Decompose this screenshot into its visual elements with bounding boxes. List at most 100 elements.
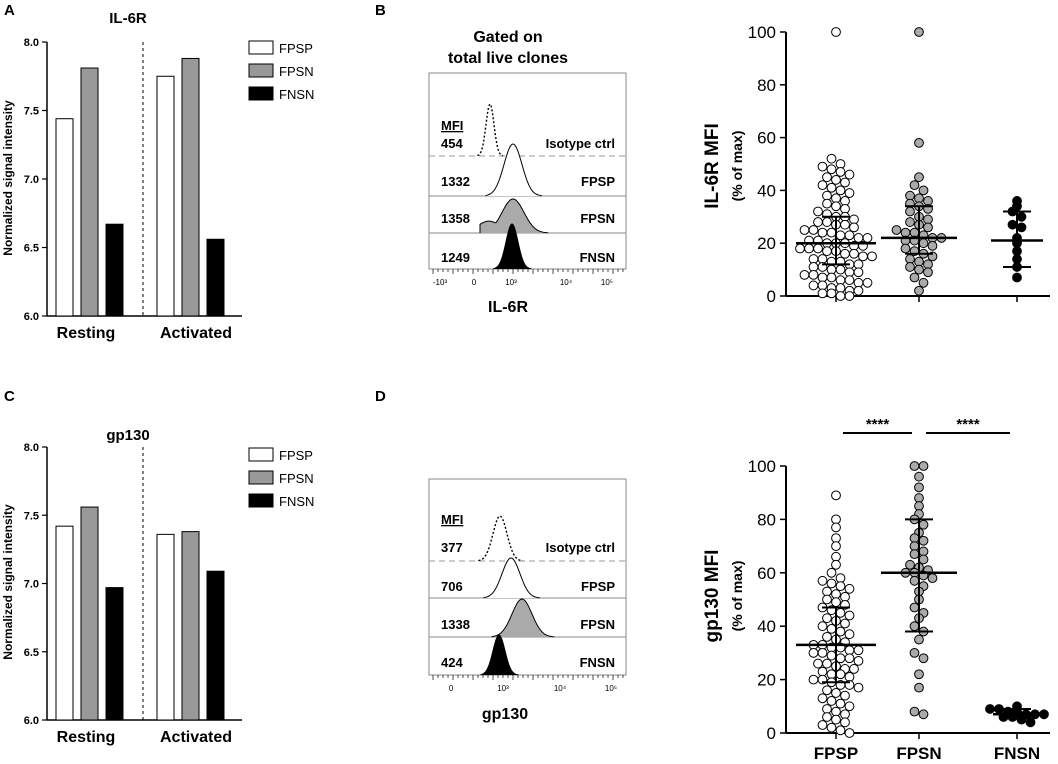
data-point-fpsp: [844, 645, 855, 656]
data-point-fpsp: [858, 251, 868, 262]
data-point-fpsp: [862, 233, 873, 243]
data-point-fpsn: [909, 533, 920, 543]
data-point-fpsp: [795, 243, 805, 254]
legend-swatch-fnsn: [248, 493, 274, 508]
legend-swatch-fpsp: [248, 447, 274, 462]
data-point-fpsp: [840, 248, 850, 259]
x-tick-label: 10³: [505, 278, 517, 287]
data-point-fpsp: [853, 682, 864, 693]
data-point-fpsp: [817, 693, 828, 704]
data-point-fnsn: [994, 704, 1004, 714]
data-point-fpsn: [918, 653, 929, 664]
x-category-label: Activated: [160, 729, 232, 746]
y-tick-label: 0: [767, 287, 776, 306]
histogram-curve-fnsn: [493, 223, 532, 270]
data-point-fpsp: [799, 269, 810, 280]
x-category-label: Activated: [160, 325, 232, 342]
data-point-fpsp: [831, 27, 841, 37]
data-point-fpsp: [826, 669, 837, 680]
mfi-value: 424: [441, 655, 463, 670]
data-point-fpsp: [835, 573, 846, 584]
bar-fnsn: [206, 570, 225, 721]
data-point-fpsn: [914, 501, 924, 511]
data-point-fpsn: [918, 277, 929, 288]
data-point-fpsn: [909, 461, 920, 471]
panel-b-histogram: B Gated on total live clones MFI IL-6R 4…: [375, 2, 627, 316]
histogram-curve-fpsp: [485, 143, 543, 197]
mfi-value: 1338: [441, 617, 470, 632]
data-point-fpsp: [817, 648, 828, 658]
y-tick-label: 80: [757, 76, 776, 95]
legend-label: FPSN: [279, 471, 314, 486]
data-point-fpsp: [813, 658, 823, 669]
data-point-fpsp: [826, 153, 837, 164]
data-point-fpsn: [909, 180, 920, 191]
data-point-fpsn: [918, 709, 929, 720]
data-point-fpsp: [826, 272, 837, 283]
data-point-fpsp: [835, 167, 846, 177]
bar-fpsn: [80, 506, 99, 721]
row-label: FNSN: [580, 655, 615, 670]
data-point-fpsn: [918, 461, 929, 471]
data-point-fpsp: [840, 618, 850, 629]
data-point-fpsn: [905, 206, 915, 217]
data-point-fpsp: [813, 206, 823, 217]
data-point-fpsn: [905, 559, 915, 570]
data-point-fpsp: [844, 188, 855, 198]
y-axis-label-c: Normalized signal intensity: [1, 504, 15, 660]
bar-fpsn: [80, 67, 99, 317]
data-point-fpsp: [831, 559, 841, 570]
histogram-curve-isotype: [477, 102, 504, 157]
data-point-fpsp: [826, 567, 837, 578]
y-tick-label: 40: [757, 181, 776, 200]
data-point-fpsn: [914, 482, 924, 493]
data-point-fpsp: [826, 227, 837, 238]
data-point-fpsp: [840, 717, 850, 728]
legend-label: FNSN: [279, 494, 314, 509]
histogram-frame-b: [428, 72, 627, 270]
x-category-label: FPSN: [896, 744, 941, 763]
legend-swatch-fnsn: [248, 86, 274, 101]
data-point-fpsp: [817, 288, 828, 299]
legend-swatch-fpsn: [248, 470, 274, 485]
data-point-fpsp: [853, 645, 864, 656]
data-point-fnsn: [1016, 211, 1027, 222]
scatter-ylabel-sub-b: (% of max): [729, 131, 745, 202]
data-point-fpsp: [840, 690, 850, 701]
data-point-fpsp: [808, 674, 819, 685]
x-tick-label: -10³: [433, 278, 448, 287]
y-tick-label: 7.5: [24, 106, 39, 118]
scatter-ylabel-sub-d: (% of max): [729, 561, 745, 632]
row-label: FPSN: [580, 211, 615, 226]
y-tick-label: 100: [748, 23, 776, 42]
data-point-fpsn: [905, 217, 915, 227]
histogram-title-line2: total live clones: [448, 50, 568, 67]
bar-fnsn: [105, 587, 124, 721]
data-point-fpsp: [822, 172, 832, 183]
data-point-fpsp: [831, 688, 841, 698]
data-point-fpsn: [891, 225, 902, 235]
data-point-fpsp: [835, 185, 846, 196]
row-label: FPSP: [581, 579, 615, 594]
data-point-fpsn: [914, 471, 924, 482]
data-point-fpsp: [822, 594, 832, 605]
data-point-fpsp: [831, 174, 841, 185]
data-point-fpsn: [927, 573, 938, 584]
bar-fpsp: [55, 118, 74, 317]
data-point-fpsp: [840, 709, 850, 720]
data-point-fpsn: [900, 243, 911, 254]
y-tick-label: 0: [767, 724, 776, 743]
mfi-value: 1332: [441, 174, 470, 189]
row-label: FNSN: [580, 250, 615, 265]
data-point-fnsn: [1025, 717, 1036, 728]
chart-title-a: IL-6R: [109, 10, 147, 27]
data-point-fpsp: [844, 169, 855, 180]
data-point-fpsp: [844, 672, 855, 682]
x-category-label: FPSP: [814, 744, 858, 763]
data-point-fpsp: [822, 586, 832, 597]
y-axis-label-a: Normalized signal intensity: [1, 100, 15, 256]
data-point-fpsp: [831, 714, 841, 725]
data-point-fpsp: [817, 161, 828, 172]
panel-letter-c: C: [4, 388, 15, 405]
data-point-fpsn: [914, 137, 924, 148]
